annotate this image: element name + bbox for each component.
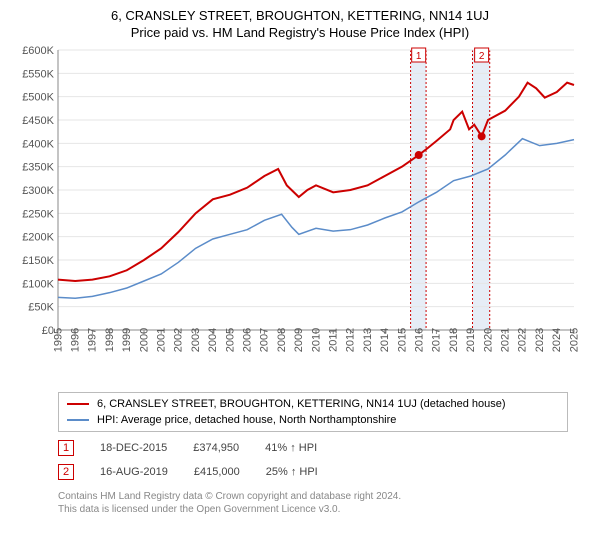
- svg-text:2021: 2021: [500, 328, 512, 352]
- legend-item: HPI: Average price, detached house, Nort…: [67, 412, 559, 428]
- page-title: 6, CRANSLEY STREET, BROUGHTON, KETTERING…: [14, 8, 586, 23]
- svg-text:2013: 2013: [362, 328, 374, 352]
- svg-text:2002: 2002: [173, 328, 185, 352]
- svg-text:£550K: £550K: [22, 68, 54, 80]
- svg-text:£150K: £150K: [22, 255, 54, 267]
- svg-text:£350K: £350K: [22, 162, 54, 174]
- svg-text:1995: 1995: [52, 328, 64, 352]
- footer: Contains HM Land Registry data © Crown c…: [58, 490, 568, 516]
- legend-item: 6, CRANSLEY STREET, BROUGHTON, KETTERING…: [67, 396, 559, 412]
- svg-text:2006: 2006: [241, 328, 253, 352]
- sale-diff: 25% ↑ HPI: [266, 466, 318, 478]
- svg-text:2022: 2022: [517, 328, 529, 352]
- svg-text:1996: 1996: [69, 328, 81, 352]
- page-subtitle: Price paid vs. HM Land Registry's House …: [14, 25, 586, 40]
- legend: 6, CRANSLEY STREET, BROUGHTON, KETTERING…: [58, 392, 568, 432]
- svg-text:2004: 2004: [207, 328, 219, 352]
- svg-text:£600K: £600K: [22, 46, 54, 57]
- sale-diff: 41% ↑ HPI: [265, 442, 317, 454]
- svg-text:£400K: £400K: [22, 138, 54, 150]
- sale-price: £374,950: [193, 442, 239, 454]
- sale-date: 18-DEC-2015: [100, 442, 167, 454]
- svg-text:2010: 2010: [310, 328, 322, 352]
- svg-text:2020: 2020: [482, 328, 494, 352]
- sale-row: 1 18-DEC-2015 £374,950 41% ↑ HPI: [58, 440, 568, 456]
- svg-text:1998: 1998: [104, 328, 116, 352]
- legend-label: 6, CRANSLEY STREET, BROUGHTON, KETTERING…: [97, 396, 506, 412]
- sale-row: 2 16-AUG-2019 £415,000 25% ↑ HPI: [58, 464, 568, 480]
- svg-text:2023: 2023: [534, 328, 546, 352]
- legend-label: HPI: Average price, detached house, Nort…: [97, 412, 396, 428]
- svg-text:£200K: £200K: [22, 232, 54, 244]
- legend-swatch: [67, 419, 89, 421]
- svg-text:2000: 2000: [138, 328, 150, 352]
- svg-text:2018: 2018: [448, 328, 460, 352]
- svg-text:2008: 2008: [276, 328, 288, 352]
- svg-text:£100K: £100K: [22, 278, 54, 290]
- svg-text:1999: 1999: [121, 328, 133, 352]
- sale-date: 16-AUG-2019: [100, 466, 168, 478]
- svg-text:2014: 2014: [379, 328, 391, 352]
- svg-text:1: 1: [416, 51, 422, 62]
- svg-text:2017: 2017: [431, 328, 443, 352]
- svg-text:£500K: £500K: [22, 92, 54, 104]
- svg-text:£250K: £250K: [22, 208, 54, 220]
- price-chart: £0£50K£100K£150K£200K£250K£300K£350K£400…: [14, 46, 586, 386]
- svg-text:2009: 2009: [293, 328, 305, 352]
- sale-marker-icon: 1: [58, 440, 74, 456]
- svg-text:2: 2: [479, 51, 485, 62]
- legend-swatch: [67, 403, 89, 405]
- svg-text:2019: 2019: [465, 328, 477, 352]
- svg-text:2024: 2024: [551, 328, 563, 352]
- svg-text:£450K: £450K: [22, 115, 54, 127]
- sale-price: £415,000: [194, 466, 240, 478]
- svg-text:2025: 2025: [568, 328, 580, 352]
- footer-line: This data is licensed under the Open Gov…: [58, 503, 568, 516]
- svg-text:2007: 2007: [259, 328, 271, 352]
- svg-text:2016: 2016: [414, 328, 426, 352]
- svg-text:2015: 2015: [396, 328, 408, 352]
- svg-text:£50K: £50K: [28, 302, 54, 314]
- svg-text:1997: 1997: [87, 328, 99, 352]
- svg-text:2011: 2011: [328, 328, 340, 352]
- svg-text:2005: 2005: [224, 328, 236, 352]
- svg-text:2001: 2001: [155, 328, 167, 352]
- sale-marker-icon: 2: [58, 464, 74, 480]
- svg-text:2012: 2012: [345, 328, 357, 352]
- footer-line: Contains HM Land Registry data © Crown c…: [58, 490, 568, 503]
- svg-text:£300K: £300K: [22, 185, 54, 197]
- svg-text:2003: 2003: [190, 328, 202, 352]
